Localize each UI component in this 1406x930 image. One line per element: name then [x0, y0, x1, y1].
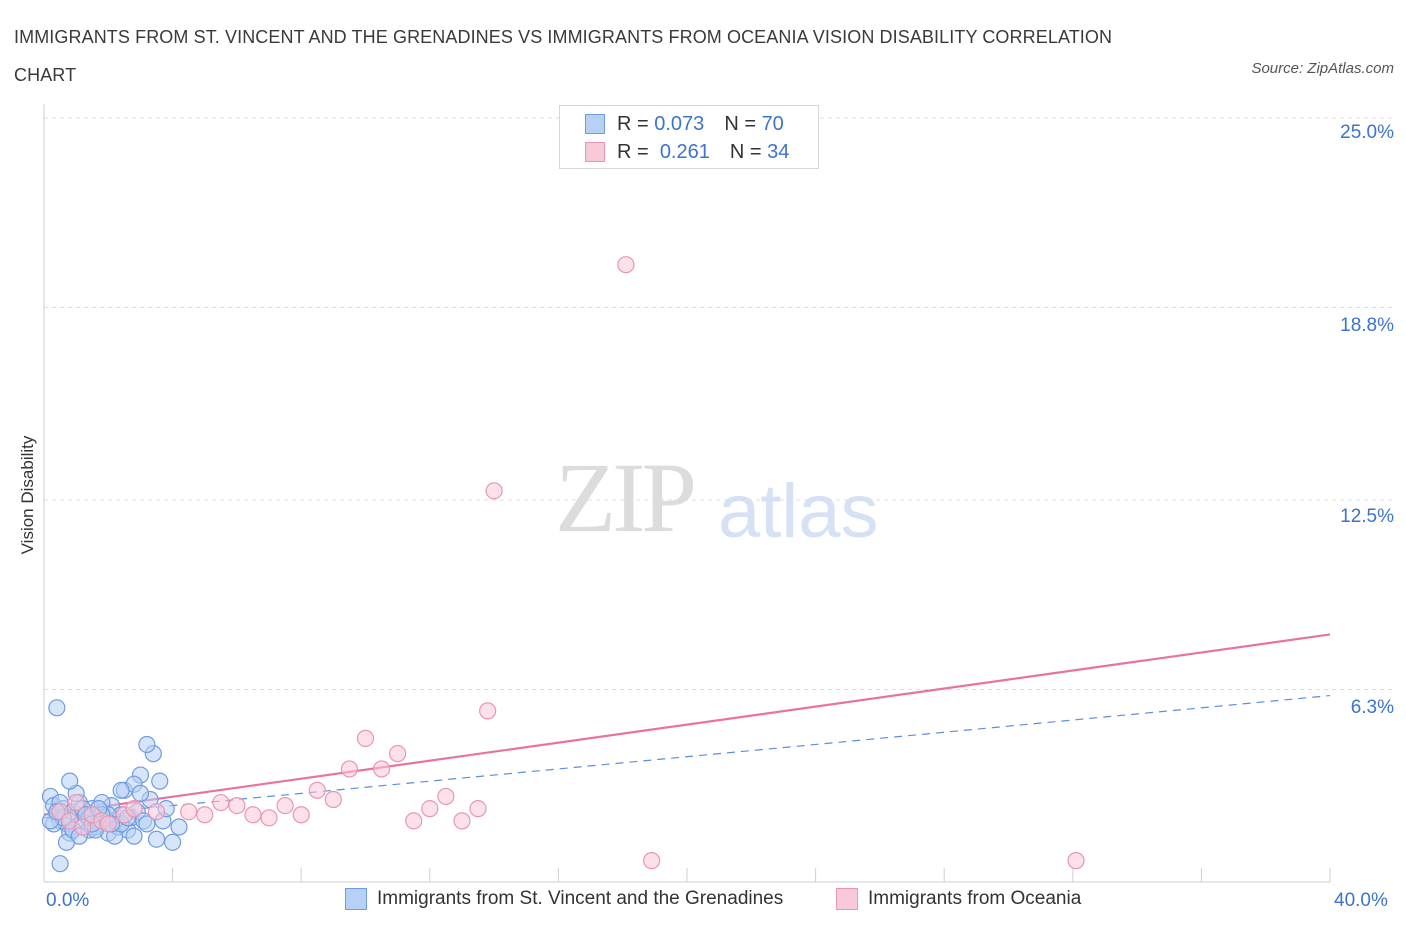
x-tick-label-min: 0.0%	[46, 890, 90, 911]
legend-n-label: N =	[724, 112, 756, 135]
data-point-pink	[405, 812, 423, 830]
y-tick-label: 12.5%	[1340, 506, 1394, 527]
data-point-blue	[51, 855, 69, 873]
data-point-pink	[437, 787, 455, 806]
data-point-blue	[125, 827, 143, 845]
legend-row-pink: R = 0.261 N = 34	[585, 138, 789, 166]
data-point-pink	[617, 256, 635, 274]
data-point-pink	[479, 702, 497, 720]
data-point-pink	[469, 800, 487, 818]
data-point-pink	[196, 806, 214, 824]
chart-title: IMMIGRANTS FROM ST. VINCENT AND THE GREN…	[14, 27, 1113, 85]
data-point-pink	[292, 806, 310, 824]
y-tick-label: 6.3%	[1350, 697, 1394, 718]
data-point-pink	[67, 793, 85, 812]
data-point-pink	[485, 482, 503, 500]
legend-n-value: 34	[767, 140, 790, 163]
data-point-blue	[48, 699, 66, 717]
bottom-legend-label-pink: Immigrants from Oceania	[868, 888, 1082, 909]
correlation-legend: R = 0.073 N = 70 R = 0.261 N = 34	[559, 105, 819, 169]
data-point-pink	[73, 818, 92, 836]
data-point-blue	[61, 772, 79, 790]
trend-line-blue	[43, 694, 1331, 819]
legend-n-label: N =	[729, 140, 762, 163]
axes	[43, 104, 1331, 883]
data-point-pink	[340, 760, 359, 778]
y-tick-label: 18.8%	[1340, 315, 1394, 336]
data-point-blue	[112, 781, 130, 799]
y-tick-label: 25.0%	[1340, 122, 1394, 143]
bottom-legend-label-blue: Immigrants from St. Vincent and the Gren…	[377, 888, 784, 909]
legend-swatch-blue	[585, 114, 605, 134]
data-point-pink	[180, 803, 198, 821]
legend-n-value: 70	[761, 112, 784, 135]
data-point-pink	[324, 790, 342, 809]
bottom-legend-swatch-pink	[836, 888, 858, 910]
data-point-blue	[164, 833, 182, 851]
data-points	[41, 256, 1085, 873]
x-tick-label-max: 40.0%	[1334, 890, 1388, 911]
data-point-pink	[421, 800, 439, 818]
legend-r-label: R =	[617, 140, 649, 163]
legend-r-label: R =	[617, 112, 649, 135]
trend-line-pink	[43, 633, 1331, 816]
legend-r-value: 0.073	[654, 112, 705, 135]
data-point-pink	[212, 793, 230, 812]
gridlines	[44, 117, 1395, 690]
data-point-pink	[372, 760, 391, 778]
data-point-blue	[138, 815, 156, 833]
data-point-blue	[170, 818, 188, 836]
data-point-pink	[260, 809, 278, 827]
legend-r-value: 0.261	[659, 140, 710, 163]
data-point-pink	[244, 806, 262, 824]
data-point-pink	[389, 745, 407, 763]
data-point-pink	[125, 800, 143, 818]
data-point-pink	[308, 781, 326, 799]
data-point-pink	[147, 803, 166, 821]
legend-row-blue: R = 0.073 N = 70	[585, 110, 784, 138]
data-point-pink	[228, 796, 246, 815]
watermark-zip: ZIP	[555, 442, 697, 553]
data-point-pink	[1067, 852, 1085, 870]
data-point-pink	[356, 729, 375, 747]
bottom-legend-item-pink: Immigrants from Oceania	[836, 888, 1081, 910]
data-point-pink	[643, 852, 661, 870]
bottom-legend-swatch-blue	[345, 888, 367, 910]
data-point-blue	[131, 784, 150, 802]
source-label: Source: ZipAtlas.com	[1251, 60, 1394, 77]
data-point-blue	[151, 772, 169, 790]
data-point-blue	[147, 830, 166, 848]
trend-lines	[43, 633, 1331, 819]
bottom-legend-item-blue: Immigrants from St. Vincent and the Gren…	[345, 888, 783, 910]
watermark-atlas: atlas	[718, 469, 879, 554]
data-point-pink	[276, 796, 294, 815]
data-point-blue	[138, 735, 156, 754]
legend-swatch-pink	[585, 142, 605, 162]
data-point-pink	[99, 815, 117, 833]
data-point-pink	[453, 812, 471, 830]
